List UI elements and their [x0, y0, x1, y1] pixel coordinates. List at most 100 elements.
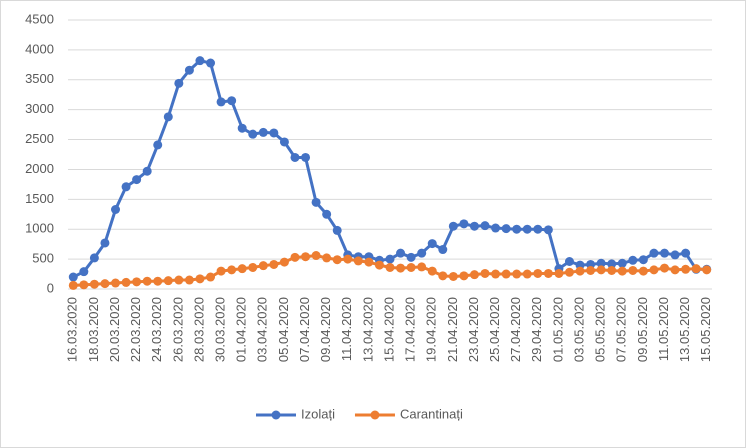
x-tick-label: 25.04.2020: [487, 297, 502, 362]
x-tick-label: 07.04.2020: [297, 297, 312, 362]
data-point: [269, 128, 279, 138]
data-point: [406, 262, 416, 272]
x-tick-label: 20.03.2020: [107, 297, 122, 362]
data-point: [332, 225, 342, 235]
data-point: [153, 140, 163, 150]
x-tick-label: 27.04.2020: [508, 297, 523, 362]
data-point: [512, 224, 522, 234]
x-tick-label: 15.05.2020: [698, 297, 713, 362]
data-point: [174, 275, 184, 285]
data-point: [522, 269, 532, 279]
data-point: [374, 260, 384, 270]
data-point: [311, 251, 321, 261]
x-tick-label: 13.05.2020: [677, 297, 692, 362]
data-point: [670, 265, 680, 275]
data-point: [79, 280, 89, 290]
data-point: [227, 96, 237, 106]
data-point: [670, 250, 680, 260]
data-point: [607, 259, 617, 269]
x-tick-label: 30.03.2020: [213, 297, 228, 362]
data-point: [195, 274, 205, 284]
legend-marker: [370, 410, 380, 420]
data-point: [491, 269, 501, 279]
y-tick-label: 2000: [25, 161, 54, 176]
data-point: [184, 65, 194, 75]
data-point: [448, 271, 458, 281]
data-point: [459, 271, 469, 281]
data-point: [163, 276, 173, 286]
data-point: [543, 268, 553, 278]
data-point: [163, 112, 173, 122]
data-point: [184, 275, 194, 285]
data-point: [68, 272, 78, 282]
y-tick-label: 3000: [25, 101, 54, 116]
data-point: [353, 256, 363, 266]
x-tick-label: 09.04.2020: [318, 297, 333, 362]
x-tick-label: 29.04.2020: [529, 297, 544, 362]
data-point: [269, 259, 279, 269]
data-point: [691, 264, 701, 274]
data-point: [681, 264, 691, 274]
x-tick-label: 13.04.2020: [360, 297, 375, 362]
data-point: [554, 268, 564, 278]
data-point: [448, 221, 458, 231]
x-tick-label: 21.04.2020: [445, 297, 460, 362]
x-tick-label: 17.04.2020: [403, 297, 418, 362]
data-point: [649, 248, 659, 258]
data-point: [564, 267, 574, 277]
data-point: [543, 225, 553, 235]
x-tick-label: 01.05.2020: [550, 297, 565, 362]
data-point: [322, 253, 332, 263]
data-point: [438, 271, 448, 281]
data-point: [290, 252, 300, 262]
data-point: [100, 238, 110, 248]
data-point: [227, 265, 237, 275]
data-point: [659, 263, 669, 273]
y-tick-label: 1500: [25, 191, 54, 206]
data-point: [142, 166, 152, 176]
x-tick-label: 22.03.2020: [128, 297, 143, 362]
data-point: [417, 262, 427, 272]
x-tick-label: 23.04.2020: [466, 297, 481, 362]
data-point: [596, 265, 606, 275]
data-point: [301, 252, 311, 262]
data-point: [417, 248, 427, 258]
y-tick-label: 4000: [25, 41, 54, 56]
y-tick-label: 2500: [25, 131, 54, 146]
x-tick-label: 03.04.2020: [255, 297, 270, 362]
data-point: [396, 248, 406, 258]
data-point: [121, 182, 131, 192]
data-point: [586, 265, 596, 275]
data-point: [248, 129, 258, 139]
data-point: [79, 267, 89, 277]
data-point: [628, 265, 638, 275]
data-point: [438, 245, 448, 255]
data-point: [638, 255, 648, 265]
data-point: [491, 223, 501, 233]
y-tick-label: 4500: [25, 11, 54, 26]
data-point: [195, 56, 205, 66]
data-point: [364, 257, 374, 267]
data-point: [659, 248, 669, 258]
data-point: [290, 152, 300, 162]
x-tick-label: 19.04.2020: [424, 297, 439, 362]
data-point: [206, 58, 216, 68]
data-point: [512, 269, 522, 279]
data-point: [564, 257, 574, 267]
y-tick-label: 0: [47, 280, 54, 295]
data-point: [258, 127, 268, 137]
data-point: [385, 262, 395, 272]
data-point: [681, 248, 691, 258]
data-point: [575, 266, 585, 276]
data-point: [501, 224, 511, 234]
data-point: [153, 276, 163, 286]
legend-label: Izolați: [301, 406, 335, 421]
x-tick-label: 18.03.2020: [86, 297, 101, 362]
data-point: [522, 224, 532, 234]
data-point: [132, 175, 142, 185]
y-tick-label: 1000: [25, 221, 54, 236]
x-tick-label: 03.05.2020: [571, 297, 586, 362]
data-point: [480, 268, 490, 278]
